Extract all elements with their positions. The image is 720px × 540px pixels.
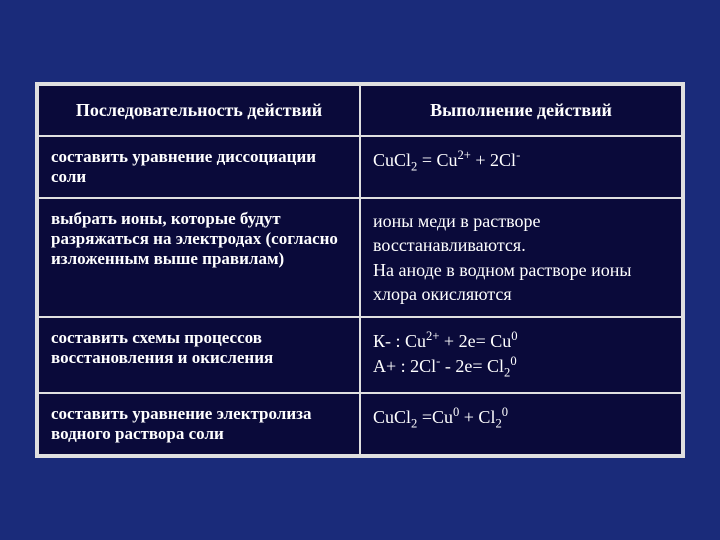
row4-left: составить уравнение электролиза водного … (38, 393, 360, 455)
header-row: Последовательность действий Выполнение д… (38, 85, 682, 136)
row3-left: составить схемы процессов восстановления… (38, 317, 360, 393)
table-row: составить уравнение электролиза водного … (38, 393, 682, 455)
row1-right: CuCl2 = Cu2+ + 2Cl- (360, 136, 682, 198)
row4-right: CuCl2 =Cu0 + Cl20 (360, 393, 682, 455)
row3-right: К- : Cu2+ + 2e= Cu0А+ : 2Cl- - 2e= Cl20 (360, 317, 682, 393)
row1-left: составить уравнение диссоциации соли (38, 136, 360, 198)
table-row: составить уравнение диссоциации соли CuC… (38, 136, 682, 198)
table-row: выбрать ионы, которые будут разряжаться … (38, 198, 682, 317)
table-row: составить схемы процессов восстановления… (38, 317, 682, 393)
row2-right: ионы меди в растворе восстанавливаются.Н… (360, 198, 682, 317)
header-col1: Последовательность действий (38, 85, 360, 136)
row2-left: выбрать ионы, которые будут разряжаться … (38, 198, 360, 317)
content-table: Последовательность действий Выполнение д… (37, 84, 683, 456)
header-col2: Выполнение действий (360, 85, 682, 136)
slide-table-container: Последовательность действий Выполнение д… (35, 82, 685, 458)
